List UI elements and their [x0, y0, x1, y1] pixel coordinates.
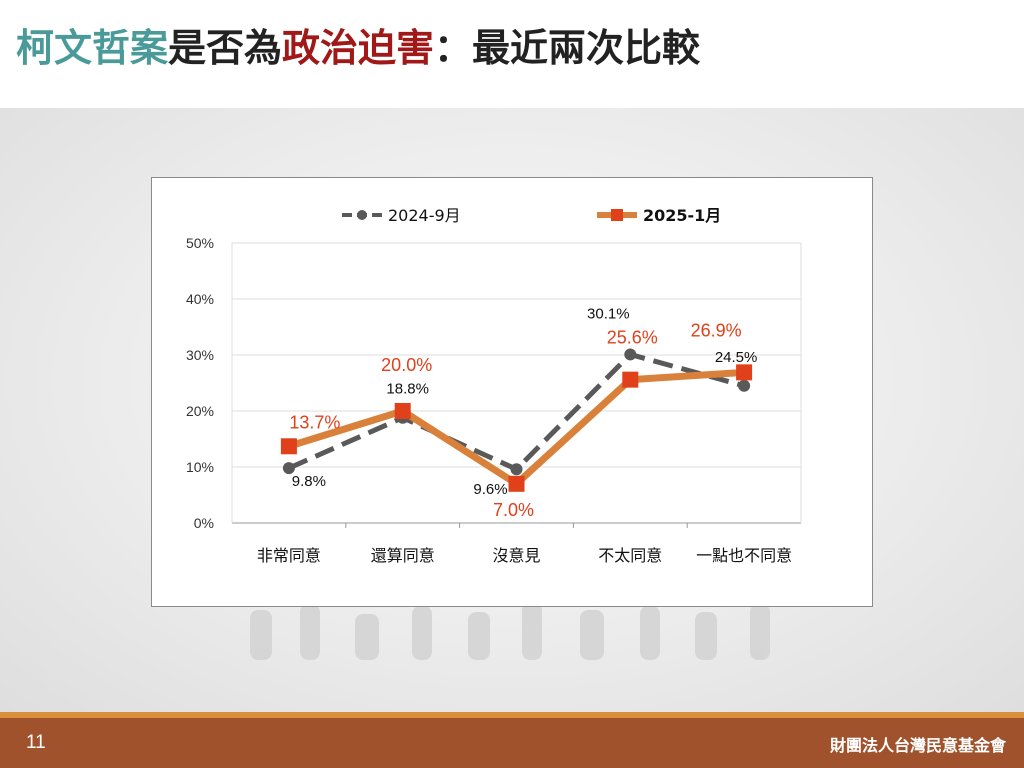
data-labels: 9.8% 18.8% 9.6% 30.1% 24.5% 13.7% 20.0% 7.0% 25.…	[289, 305, 757, 519]
x-tick-label: 一點也不同意	[696, 546, 792, 565]
title-part-2: 是否為	[168, 26, 283, 70]
y-tick-label: 0%	[194, 515, 214, 531]
organization-name: 財團法人台灣民意基金會	[829, 736, 1006, 755]
title-part-1: 柯文哲案	[16, 26, 169, 70]
series-marker-2024-9	[282, 462, 295, 475]
data-label-2025-1: 7.0%	[493, 500, 534, 520]
x-tick-label: 沒意見	[492, 546, 540, 565]
line-chart: 0%10%20%30%40%50% 非常同意 還算同意 沒意見 不太同意 一點也不同意 …	[186, 206, 802, 565]
series-marker-2025-1	[508, 475, 525, 492]
data-label-2024-9: 9.8%	[292, 473, 326, 490]
series-line-2024-9	[287, 351, 745, 472]
title-part-3: 政治迫害	[282, 26, 435, 70]
data-label-2025-1: 26.9%	[691, 320, 742, 340]
data-label-2025-1: 13.7%	[289, 412, 340, 432]
title-part-4: ：最近兩次比較	[434, 26, 701, 70]
series-marker-2025-1	[622, 371, 639, 388]
legend-marker-2025-1	[611, 209, 623, 221]
y-tick-label: 10%	[186, 459, 214, 475]
y-tick-label: 50%	[186, 235, 214, 251]
slide-title: 柯文哲案是否為政治迫害：最近兩次比較	[16, 20, 700, 76]
chart-legend: 2024-9月 2025-1月	[342, 206, 721, 225]
legend-marker-2024-9	[357, 210, 367, 220]
x-tick-label: 非常同意	[257, 546, 321, 565]
footer-accent-strip	[0, 712, 1024, 718]
y-axis-tick-labels: 0% 10% 20% 30% 40% 50%	[186, 235, 214, 531]
series-marker-2024-9	[510, 463, 523, 476]
data-label-2024-9: 24.5%	[715, 349, 758, 366]
y-tick-label: 30%	[186, 347, 214, 363]
series-marker-2025-1	[280, 438, 297, 455]
series-marker-2025-1	[394, 403, 411, 419]
data-label-2025-1: 20.0%	[381, 355, 432, 375]
y-tick-label: 20%	[186, 403, 214, 419]
series-marker-2025-1	[736, 364, 753, 381]
data-label-2024-9: 9.6%	[473, 481, 507, 498]
data-label-2025-1: 25.6%	[607, 328, 658, 348]
chart-panel: 0% 10% 20% 30% 40% 50% 非常同意 還算同意 沒意見 不太同意 一點也不同意 …	[151, 177, 873, 607]
x-tick-label: 不太同意	[598, 546, 662, 565]
grid-lines	[231, 242, 802, 528]
legend-label-2025-1: 2025-1月	[643, 206, 721, 225]
series-marker-2024-9	[738, 379, 751, 392]
data-label-2024-9: 18.8%	[386, 381, 429, 398]
footer-bar: 11 財團法人台灣民意基金會	[0, 718, 1024, 768]
chart-series	[280, 348, 753, 492]
series-marker-2024-9	[624, 348, 637, 361]
x-tick-label: 還算同意	[371, 546, 435, 565]
data-label-2024-9: 30.1%	[587, 305, 630, 322]
y-tick-label: 40%	[186, 291, 214, 307]
page-number: 11	[26, 732, 46, 753]
x-axis-tick-labels: 非常同意 還算同意 沒意見 不太同意 一點也不同意	[257, 546, 792, 565]
crowd-silhouette-decoration	[250, 602, 770, 660]
legend-label-2024-9: 2024-9月	[388, 206, 461, 225]
